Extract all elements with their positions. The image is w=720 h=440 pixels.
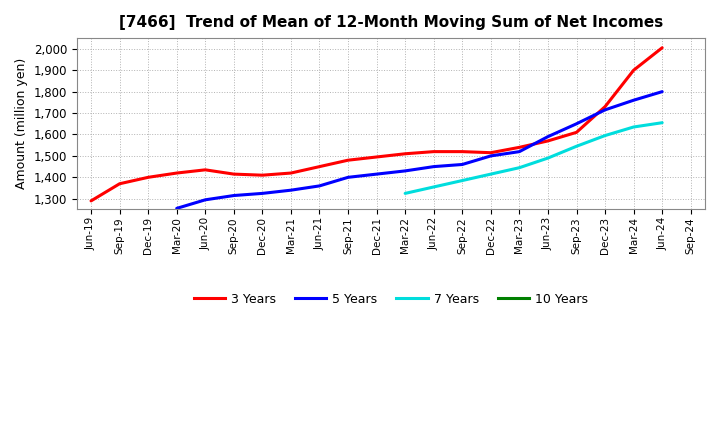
5 Years [487,153,495,158]
7 Years [572,143,581,149]
7 Years [544,155,552,161]
3 Years [86,198,95,204]
5 Years [201,197,210,202]
5 Years [315,183,324,188]
7 Years [515,165,523,170]
5 Years [572,121,581,126]
3 Years [343,158,352,163]
5 Years [515,149,523,154]
3 Years [572,130,581,135]
5 Years [429,164,438,169]
3 Years [230,172,238,177]
3 Years [315,164,324,169]
3 Years [258,172,266,178]
3 Years [201,167,210,172]
Line: 5 Years: 5 Years [176,92,662,209]
3 Years [172,170,181,176]
7 Years [487,172,495,177]
5 Years [629,98,638,103]
3 Years [372,154,381,160]
3 Years [458,149,467,154]
7 Years [401,191,410,196]
Title: [7466]  Trend of Mean of 12-Month Moving Sum of Net Incomes: [7466] Trend of Mean of 12-Month Moving … [119,15,663,30]
3 Years [658,45,667,51]
5 Years [230,193,238,198]
3 Years [600,104,609,109]
5 Years [287,187,295,193]
5 Years [401,168,410,173]
Line: 3 Years: 3 Years [91,48,662,201]
5 Years [544,134,552,139]
7 Years [600,133,609,138]
5 Years [600,107,609,113]
5 Years [258,191,266,196]
3 Years [429,149,438,154]
Y-axis label: Amount (million yen): Amount (million yen) [15,58,28,189]
5 Years [658,89,667,94]
Legend: 3 Years, 5 Years, 7 Years, 10 Years: 3 Years, 5 Years, 7 Years, 10 Years [189,288,593,311]
3 Years [515,145,523,150]
3 Years [115,181,124,187]
3 Years [287,170,295,176]
7 Years [458,178,467,183]
7 Years [429,184,438,190]
3 Years [487,150,495,155]
5 Years [343,175,352,180]
3 Years [544,138,552,143]
5 Years [372,172,381,177]
7 Years [629,125,638,130]
Line: 7 Years: 7 Years [405,123,662,194]
5 Years [172,206,181,211]
3 Years [401,151,410,156]
7 Years [658,120,667,125]
5 Years [458,162,467,167]
3 Years [629,68,638,73]
3 Years [144,175,153,180]
